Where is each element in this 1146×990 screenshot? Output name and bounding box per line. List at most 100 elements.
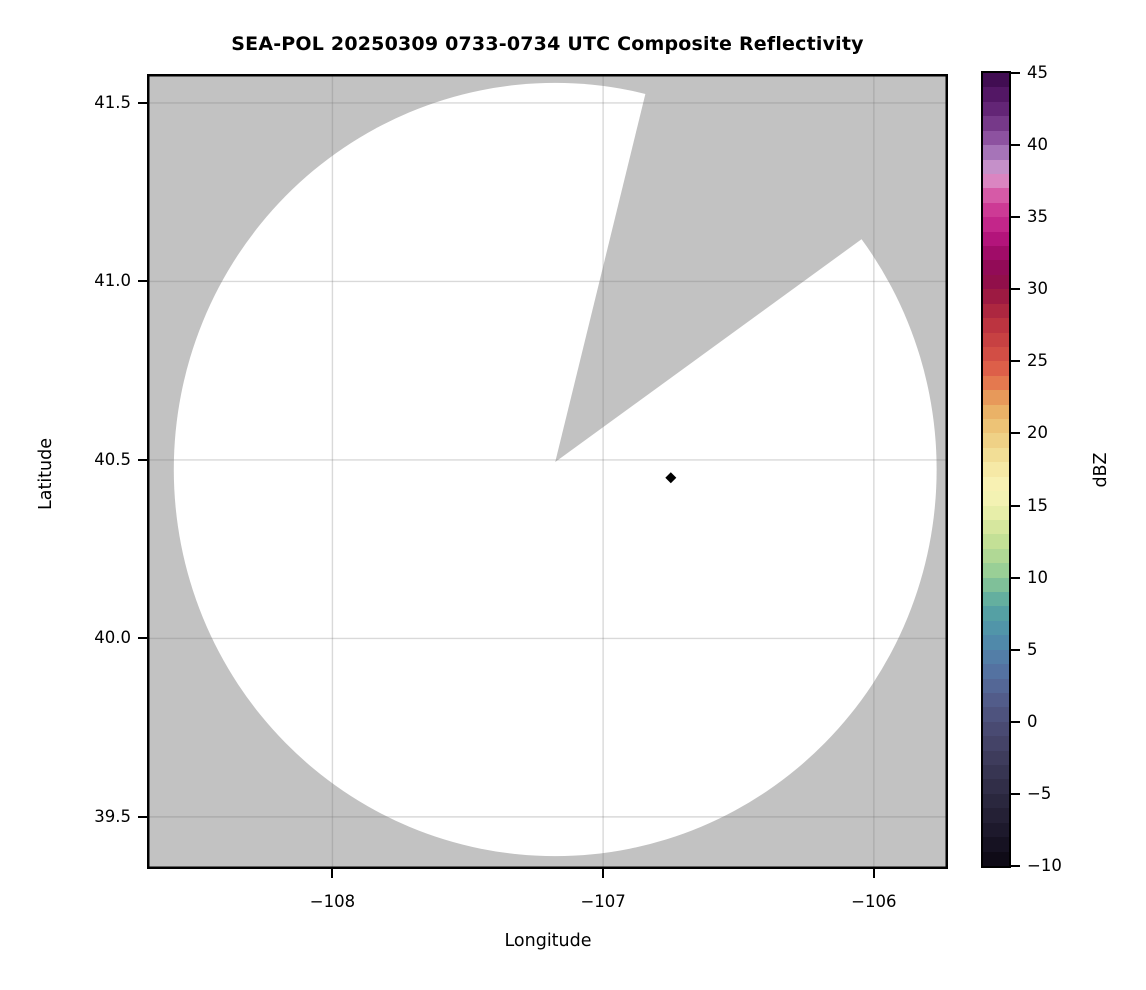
colorbar-band xyxy=(983,808,1009,824)
colorbar-band xyxy=(983,303,1009,319)
colorbar-tick-label: 35 xyxy=(1027,206,1048,226)
colorbar-band xyxy=(983,375,1009,391)
colorbar-band xyxy=(983,390,1009,406)
colorbar-band xyxy=(983,346,1009,363)
y-tick xyxy=(138,637,148,640)
colorbar-tick xyxy=(1011,648,1020,651)
colorbar-band xyxy=(983,289,1009,305)
colorbar-tick xyxy=(1011,288,1020,291)
colorbar-tick-label: 30 xyxy=(1027,279,1048,299)
colorbar-tick-label: 15 xyxy=(1027,495,1048,515)
x-tick xyxy=(602,868,605,878)
colorbar-band xyxy=(983,534,1009,550)
plot-frame xyxy=(147,74,948,869)
y-tick xyxy=(138,101,148,104)
y-tick-label: 41.0 xyxy=(94,271,131,291)
colorbar-tick-label: −5 xyxy=(1027,783,1052,803)
colorbar-band xyxy=(983,217,1009,233)
x-tick-label: −108 xyxy=(309,892,356,911)
colorbar-band xyxy=(983,635,1009,651)
colorbar-band xyxy=(983,577,1009,593)
colorbar-tick-label: −10 xyxy=(1027,855,1062,875)
colorbar-band xyxy=(983,592,1009,608)
colorbar-tick-label: 45 xyxy=(1027,62,1048,82)
colorbar-band xyxy=(983,476,1009,492)
colorbar-band xyxy=(983,159,1009,175)
y-tick-label: 39.5 xyxy=(94,806,131,826)
colorbar-band xyxy=(983,318,1009,334)
colorbar-band xyxy=(983,837,1009,853)
colorbar-band xyxy=(983,678,1009,694)
colorbar-band xyxy=(983,404,1009,420)
colorbar-band xyxy=(983,851,1009,866)
x-tick-label: −107 xyxy=(580,892,626,911)
x-tick-label: −106 xyxy=(851,892,897,911)
colorbar-band xyxy=(983,692,1009,709)
colorbar-tick xyxy=(1011,576,1020,579)
colorbar-band xyxy=(983,419,1009,435)
colorbar-band xyxy=(983,260,1009,276)
colorbar-tick-label: 20 xyxy=(1027,423,1048,443)
site-marker-diamond xyxy=(665,472,677,484)
colorbar-tick xyxy=(1011,72,1020,74)
colorbar-tick xyxy=(1011,360,1020,363)
colorbar-band xyxy=(983,664,1009,680)
colorbar-tick xyxy=(1011,792,1020,795)
colorbar-band xyxy=(983,822,1009,838)
colorbar-band xyxy=(983,606,1009,622)
colorbar xyxy=(981,71,1011,868)
colorbar-tick xyxy=(1011,216,1020,219)
colorbar-tick xyxy=(1011,865,1020,867)
y-tick xyxy=(138,458,148,461)
colorbar-tick xyxy=(1011,432,1020,435)
blocked-sector xyxy=(555,74,948,463)
y-tick xyxy=(138,280,148,283)
colorbar-tick-label: 0 xyxy=(1027,711,1038,731)
colorbar-tick xyxy=(1011,144,1020,147)
colorbar-band xyxy=(983,505,1009,521)
colorbar-band xyxy=(983,519,1009,536)
colorbar-band xyxy=(983,750,1009,766)
plot-area xyxy=(147,74,948,869)
colorbar-band xyxy=(983,231,1009,247)
colorbar-band xyxy=(983,779,1009,795)
colorbar-tick-label: 5 xyxy=(1027,639,1038,659)
colorbar-band xyxy=(983,765,1009,781)
colorbar-tick xyxy=(1011,504,1020,507)
x-tick xyxy=(872,868,875,878)
colorbar-band xyxy=(983,274,1009,290)
colorbar-band xyxy=(983,563,1009,579)
colorbar-tick-label: 25 xyxy=(1027,351,1048,371)
colorbar-band xyxy=(983,707,1009,723)
colorbar-band xyxy=(983,188,1009,204)
y-tick-label: 40.0 xyxy=(94,628,131,648)
y-tick-label: 40.5 xyxy=(94,449,131,469)
y-tick-label: 41.5 xyxy=(94,92,131,112)
colorbar-band xyxy=(983,332,1009,348)
y-axis-label: Latitude xyxy=(36,437,56,511)
colorbar-band xyxy=(983,620,1009,636)
y-tick xyxy=(138,815,148,818)
colorbar-band xyxy=(983,246,1009,262)
x-tick xyxy=(331,868,334,878)
colorbar-band xyxy=(983,462,1009,478)
colorbar-tick xyxy=(1011,720,1020,723)
x-axis-label: Longitude xyxy=(504,931,592,951)
colorbar-band xyxy=(983,116,1009,132)
colorbar-band xyxy=(983,73,1009,89)
colorbar-label: dBZ xyxy=(1091,452,1111,488)
colorbar-tick-label: 40 xyxy=(1027,134,1048,154)
colorbar-band xyxy=(983,433,1009,449)
colorbar-band xyxy=(983,548,1009,564)
colorbar-tick-label: 10 xyxy=(1027,567,1048,587)
colorbar-band xyxy=(983,721,1009,737)
colorbar-band xyxy=(983,87,1009,103)
colorbar-band xyxy=(983,736,1009,752)
colorbar-band xyxy=(983,173,1009,190)
colorbar-band xyxy=(983,447,1009,463)
colorbar-band xyxy=(983,491,1009,507)
colorbar-band xyxy=(983,202,1009,218)
colorbar-band xyxy=(983,145,1009,161)
colorbar-band xyxy=(983,361,1009,377)
